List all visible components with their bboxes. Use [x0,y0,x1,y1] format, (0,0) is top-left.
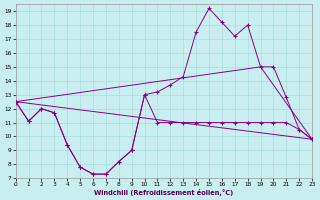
X-axis label: Windchill (Refroidissement éolien,°C): Windchill (Refroidissement éolien,°C) [94,189,234,196]
